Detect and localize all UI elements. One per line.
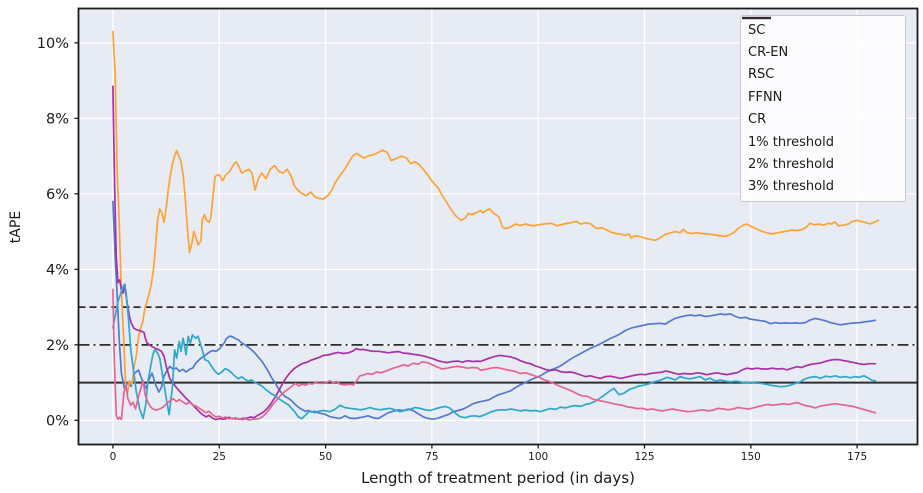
legend: SC CR-EN RSC FFNN CR 1% threshold 2% threshold… bbox=[740, 15, 906, 202]
legend-item-label: 2% threshold bbox=[748, 156, 834, 172]
x-tick-label: 150 bbox=[741, 451, 761, 463]
legend-item-cr: CR bbox=[741, 16, 905, 131]
legend-item-label: CR-EN bbox=[748, 45, 789, 61]
legend-item-ffnn: FFNN bbox=[741, 16, 905, 108]
y-tick-label: 2% bbox=[46, 338, 69, 354]
x-tick-label: 50 bbox=[319, 451, 332, 463]
legend-item-2-threshold: 2% threshold bbox=[741, 17, 905, 175]
legend-item-cr-en: CR-EN bbox=[741, 16, 905, 64]
x-tick-label: 75 bbox=[425, 451, 438, 463]
axes-spines bbox=[77, 7, 919, 446]
x-tick-label: 175 bbox=[847, 451, 867, 463]
legend-item-1-threshold: 1% threshold bbox=[741, 17, 905, 153]
y-tick-label: 8% bbox=[46, 111, 69, 127]
legend-item-label: RSC bbox=[748, 67, 775, 83]
y-tick-label: 10% bbox=[37, 36, 69, 52]
legend-line-sample bbox=[742, 17, 771, 19]
legend-item-label: 3% threshold bbox=[748, 179, 834, 195]
legend-item-label: SC bbox=[748, 22, 766, 38]
x-axis-label: Length of treatment period (in days) bbox=[361, 469, 635, 487]
legend-item-label: 1% threshold bbox=[748, 134, 834, 150]
series-line-rsc bbox=[112, 85, 877, 421]
series-line-cr bbox=[112, 288, 877, 421]
x-tick-label: 100 bbox=[528, 451, 548, 463]
series-lines bbox=[112, 30, 880, 421]
y-tick-label: 0% bbox=[46, 413, 69, 429]
y-tick-label: 4% bbox=[46, 262, 69, 278]
x-tick-label: 125 bbox=[634, 451, 654, 463]
series-line-cr-en bbox=[112, 30, 880, 395]
series-line-ffnn bbox=[112, 283, 877, 420]
plot-border bbox=[77, 7, 919, 446]
x-tick-label: 25 bbox=[213, 451, 226, 463]
legend-item-3-threshold: 3% threshold bbox=[741, 17, 905, 198]
x-tick-label: 0 bbox=[110, 451, 117, 463]
legend-item-sc: SC bbox=[741, 16, 905, 41]
legend-item-rsc: RSC bbox=[741, 16, 905, 86]
series-line-sc bbox=[112, 200, 877, 421]
threshold-lines bbox=[78, 306, 918, 384]
y-tick-label: 6% bbox=[46, 187, 69, 203]
y-axis-label: tAPE bbox=[8, 211, 24, 243]
tick-labels: 0 25 50 75 100 125 150 175 0% 2% 4% 6% 8% 10% bbox=[37, 36, 867, 463]
axis-ticks bbox=[74, 42, 858, 449]
legend-item-label: CR bbox=[748, 112, 767, 128]
legend-item-label: FFNN bbox=[748, 89, 783, 105]
